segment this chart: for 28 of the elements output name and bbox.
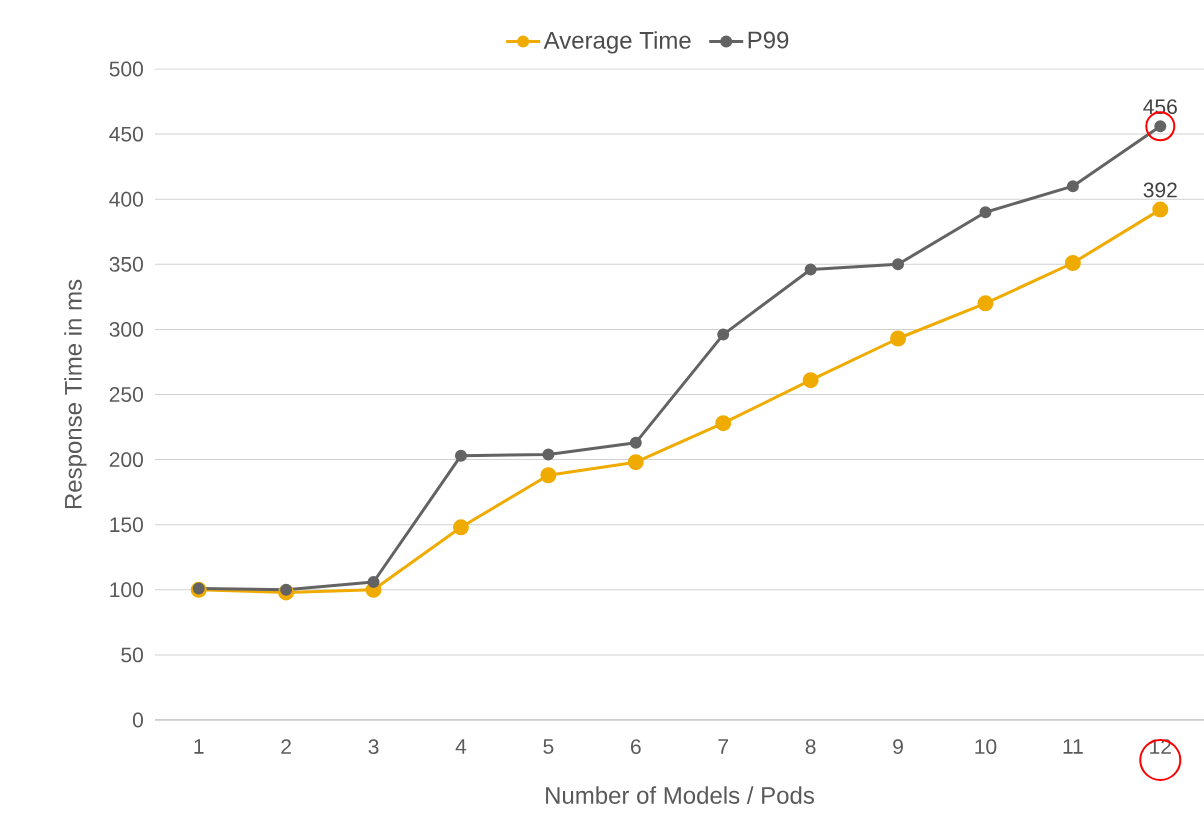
x-tick-label: 5 [543,739,554,754]
data-label: 392 [1143,182,1177,198]
x-tick-label: 6 [631,739,641,755]
x-tick-label: 9 [893,739,903,755]
x-tick-label: 1 [194,739,204,754]
y-tick-label: 250 [109,387,143,402]
y-tick-label: 150 [110,517,143,533]
y-tick-label: 0 [132,712,143,728]
x-tick-label: 4 [455,739,467,754]
y-tick-label: 450 [109,126,143,142]
x-tick-label: 8 [805,739,816,755]
x-tick-label: 7 [718,739,728,754]
x-tick-label: 2 [281,739,291,754]
x-tick-label: 10 [975,739,997,755]
y-axis-title: Response Time in ms [64,279,87,509]
legend-label: Average Time [543,31,691,54]
y-tick-label: 50 [121,647,143,663]
y-tick-label: 100 [110,582,143,598]
x-tick-label: 3 [368,739,379,755]
y-tick-label: 350 [109,256,143,272]
x-axis-title: Number of Models / Pods [546,786,814,804]
y-tick-label: 200 [109,452,143,468]
legend-label: P99 [748,31,789,49]
y-tick-label: 400 [109,191,143,207]
x-tick-label: 11 [1063,739,1083,754]
data-label: 456 [1143,99,1177,115]
y-tick-label: 300 [109,321,143,337]
y-tick-label: 500 [109,61,143,77]
